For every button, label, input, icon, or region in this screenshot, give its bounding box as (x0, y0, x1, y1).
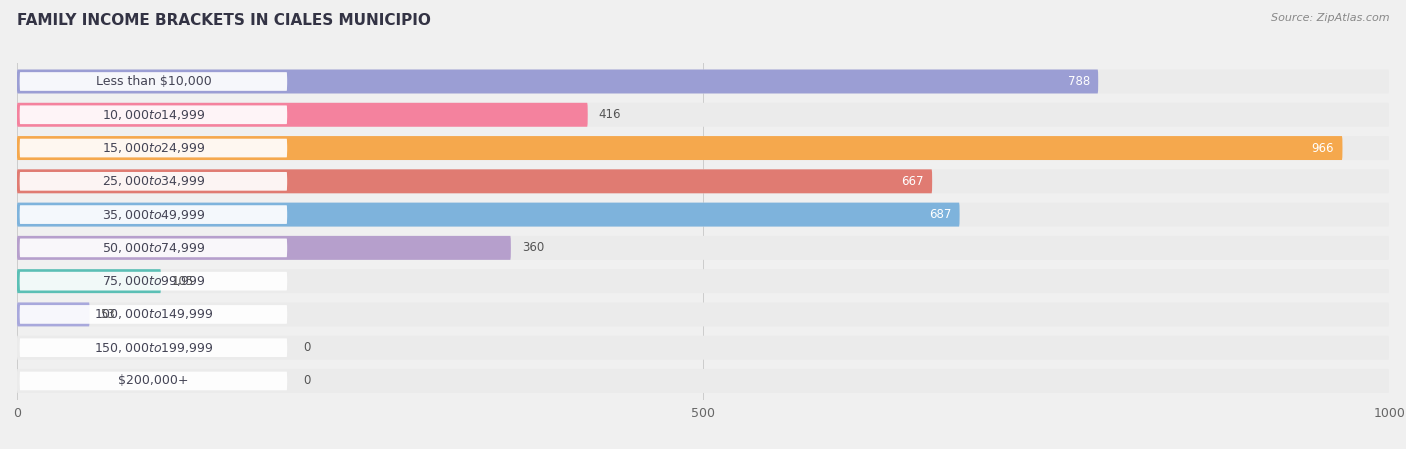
FancyBboxPatch shape (20, 339, 287, 357)
Text: 360: 360 (522, 242, 544, 255)
Text: $15,000 to $24,999: $15,000 to $24,999 (101, 141, 205, 155)
FancyBboxPatch shape (17, 103, 588, 127)
FancyBboxPatch shape (17, 103, 1389, 127)
FancyBboxPatch shape (20, 106, 287, 124)
Text: Less than $10,000: Less than $10,000 (96, 75, 211, 88)
FancyBboxPatch shape (17, 269, 160, 293)
Text: $35,000 to $49,999: $35,000 to $49,999 (101, 207, 205, 222)
FancyBboxPatch shape (17, 70, 1098, 93)
FancyBboxPatch shape (20, 139, 287, 158)
Text: 966: 966 (1312, 141, 1334, 154)
Text: 416: 416 (599, 108, 621, 121)
Text: 667: 667 (901, 175, 924, 188)
Text: 0: 0 (304, 341, 311, 354)
Text: 0: 0 (304, 374, 311, 387)
FancyBboxPatch shape (17, 136, 1389, 160)
Text: $50,000 to $74,999: $50,000 to $74,999 (101, 241, 205, 255)
FancyBboxPatch shape (17, 169, 1389, 194)
FancyBboxPatch shape (17, 236, 1389, 260)
FancyBboxPatch shape (20, 305, 287, 324)
Text: $100,000 to $149,999: $100,000 to $149,999 (94, 308, 214, 321)
FancyBboxPatch shape (20, 205, 287, 224)
FancyBboxPatch shape (17, 70, 1389, 93)
Text: Source: ZipAtlas.com: Source: ZipAtlas.com (1271, 13, 1389, 23)
Text: 105: 105 (172, 275, 194, 288)
FancyBboxPatch shape (17, 303, 1389, 326)
Text: $150,000 to $199,999: $150,000 to $199,999 (94, 341, 214, 355)
FancyBboxPatch shape (17, 202, 1389, 227)
FancyBboxPatch shape (20, 72, 287, 91)
FancyBboxPatch shape (17, 269, 1389, 293)
FancyBboxPatch shape (17, 169, 932, 194)
FancyBboxPatch shape (17, 136, 1343, 160)
Text: 788: 788 (1067, 75, 1090, 88)
Text: $25,000 to $34,999: $25,000 to $34,999 (101, 174, 205, 188)
Text: $200,000+: $200,000+ (118, 374, 188, 387)
Text: FAMILY INCOME BRACKETS IN CIALES MUNICIPIO: FAMILY INCOME BRACKETS IN CIALES MUNICIP… (17, 13, 430, 28)
FancyBboxPatch shape (17, 202, 960, 227)
Text: $10,000 to $14,999: $10,000 to $14,999 (101, 108, 205, 122)
FancyBboxPatch shape (20, 238, 287, 257)
FancyBboxPatch shape (17, 369, 1389, 393)
FancyBboxPatch shape (20, 172, 287, 191)
FancyBboxPatch shape (17, 303, 90, 326)
FancyBboxPatch shape (20, 272, 287, 291)
Text: 687: 687 (929, 208, 952, 221)
Text: $75,000 to $99,999: $75,000 to $99,999 (101, 274, 205, 288)
FancyBboxPatch shape (20, 372, 287, 390)
FancyBboxPatch shape (17, 336, 1389, 360)
FancyBboxPatch shape (17, 236, 510, 260)
Text: 53: 53 (101, 308, 115, 321)
